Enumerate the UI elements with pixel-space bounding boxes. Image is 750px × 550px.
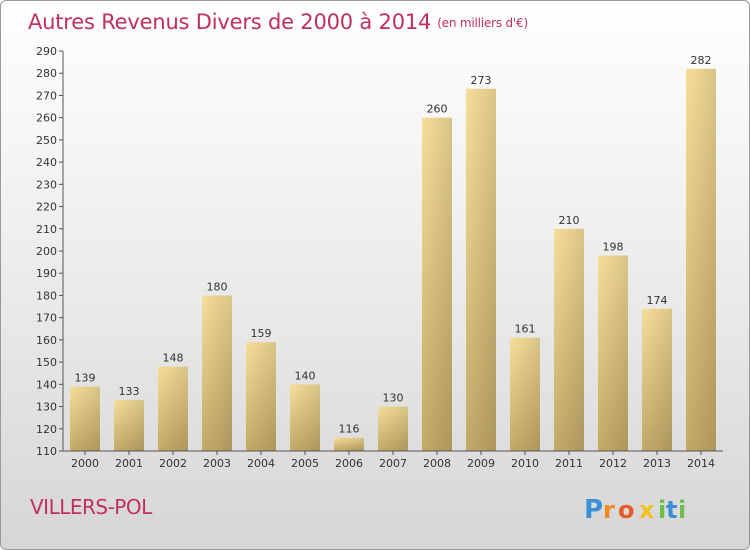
svg-text:r: r bbox=[603, 496, 615, 524]
y-tick-label: 130 bbox=[36, 401, 57, 414]
y-tick-label: 170 bbox=[36, 312, 57, 325]
bar-value-label: 174 bbox=[647, 294, 668, 307]
x-tick-label: 2009 bbox=[467, 457, 495, 470]
svg-text:x: x bbox=[639, 496, 655, 524]
x-tick-label: 2002 bbox=[159, 457, 187, 470]
bar-value-label: 130 bbox=[383, 392, 404, 405]
y-tick-label: 200 bbox=[36, 245, 57, 258]
bar-value-label: 148 bbox=[163, 352, 184, 365]
x-tick-label: 2008 bbox=[423, 457, 451, 470]
bar-value-label: 159 bbox=[251, 327, 272, 340]
x-tick-label: 2001 bbox=[115, 457, 143, 470]
bar-value-label: 140 bbox=[295, 369, 316, 382]
proxiti-logo: P r o x i t i bbox=[584, 491, 694, 531]
y-axis: 110 120 130 140 150 160 170 180 190 200 210 220 230 2… bbox=[36, 45, 64, 458]
y-tick-label: 140 bbox=[36, 378, 57, 391]
svg-text:o: o bbox=[618, 496, 635, 524]
y-tick-label: 240 bbox=[36, 156, 57, 169]
bar-shade bbox=[202, 295, 232, 451]
x-tick-label: 2006 bbox=[335, 457, 363, 470]
y-tick-label: 210 bbox=[36, 223, 57, 236]
y-tick-label: 280 bbox=[36, 67, 57, 80]
proxiti-logo-icon: P r o x i t i bbox=[584, 495, 686, 525]
svg-text:i: i bbox=[658, 496, 666, 524]
svg-text:P: P bbox=[584, 495, 603, 525]
bar-value-label: 282 bbox=[691, 54, 712, 67]
bar-shade bbox=[70, 386, 100, 451]
bar-value-label: 210 bbox=[559, 214, 580, 227]
x-axis: 2000 2001 2002 2003 2004 2005 2006 2007 2008 2009… bbox=[63, 450, 723, 470]
x-tick-label: 2010 bbox=[511, 457, 539, 470]
y-tick-label: 120 bbox=[36, 423, 57, 436]
y-tick-label: 190 bbox=[36, 267, 57, 280]
bar-shade bbox=[246, 342, 276, 451]
place-name: VILLERS-POL bbox=[30, 495, 152, 519]
y-tick-label: 270 bbox=[36, 89, 57, 102]
y-tick-label: 150 bbox=[36, 356, 57, 369]
bar-shade bbox=[334, 437, 364, 451]
x-tick-label: 2014 bbox=[687, 457, 715, 470]
x-tick-label: 2012 bbox=[599, 457, 627, 470]
y-tick-label: 180 bbox=[36, 289, 57, 302]
bar-shade bbox=[466, 88, 496, 452]
y-tick-label: 250 bbox=[36, 134, 57, 147]
bar-value-label: 180 bbox=[207, 280, 228, 293]
bar-value-label: 161 bbox=[515, 323, 536, 336]
x-tick-label: 2011 bbox=[555, 457, 583, 470]
bar-shade bbox=[290, 384, 320, 451]
x-tick-label: 2003 bbox=[203, 457, 231, 470]
x-tick-label: 2005 bbox=[291, 457, 319, 470]
bar-shade bbox=[378, 406, 408, 451]
bar-shade bbox=[510, 337, 540, 451]
bars-group: 139 133 148 180 159 140 116 130 260 273 161 210 198 1… bbox=[70, 54, 716, 452]
bar-shade bbox=[422, 117, 452, 452]
bar-value-label: 139 bbox=[75, 372, 96, 385]
svg-text:i: i bbox=[678, 496, 686, 524]
bar-value-label: 116 bbox=[339, 423, 360, 436]
bar-value-label: 260 bbox=[427, 103, 448, 116]
bar-value-label: 273 bbox=[471, 74, 492, 87]
y-tick-label: 160 bbox=[36, 334, 57, 347]
bar-shade bbox=[598, 255, 628, 451]
bar-shade bbox=[554, 228, 584, 451]
x-tick-label: 2000 bbox=[71, 457, 99, 470]
y-tick-label: 230 bbox=[36, 178, 57, 191]
chart-unit: (en milliers d'€) bbox=[437, 16, 528, 30]
y-tick-label: 260 bbox=[36, 112, 57, 125]
chart-title-text: Autres Revenus Divers de 2000 à 2014 bbox=[28, 10, 432, 34]
chart-title: Autres Revenus Divers de 2000 à 2014 (en … bbox=[28, 10, 528, 34]
bar-shade bbox=[158, 366, 188, 451]
x-tick-label: 2004 bbox=[247, 457, 275, 470]
x-tick-label: 2013 bbox=[643, 457, 671, 470]
bar-chart: 110 120 130 140 150 160 170 180 190 200 210 220 230 2… bbox=[36, 45, 723, 470]
bar-shade bbox=[642, 308, 672, 451]
bar-value-label: 198 bbox=[603, 240, 624, 253]
bar-shade bbox=[114, 399, 144, 451]
y-tick-label: 220 bbox=[36, 201, 57, 214]
x-tick-label: 2007 bbox=[379, 457, 407, 470]
bar-value-label: 133 bbox=[119, 385, 140, 398]
svg-text:t: t bbox=[666, 496, 677, 524]
y-tick-label: 290 bbox=[36, 45, 57, 58]
bar-shade bbox=[686, 68, 716, 452]
y-tick-label: 110 bbox=[36, 445, 57, 458]
